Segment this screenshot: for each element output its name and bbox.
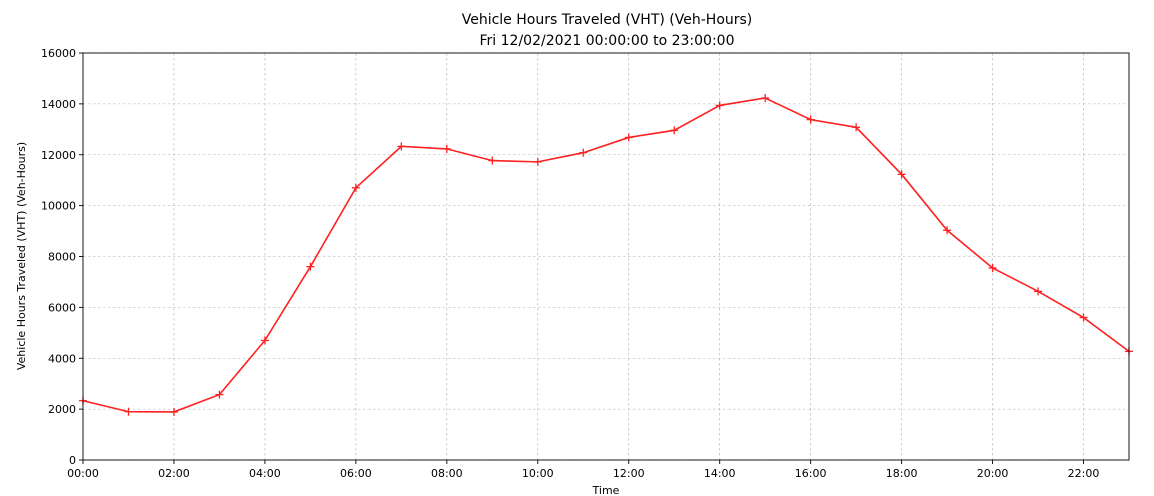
- data-point: [988, 263, 997, 272]
- y-tick-label: 10000: [41, 200, 76, 213]
- x-tick-label: 22:00: [1068, 467, 1100, 480]
- y-tick-label: 12000: [41, 149, 76, 162]
- y-tick-label: 16000: [41, 47, 76, 60]
- y-tick-label: 14000: [41, 98, 76, 111]
- data-point: [806, 115, 815, 124]
- data-point: [897, 170, 906, 179]
- x-axis-label: Time: [592, 484, 620, 496]
- data-point: [351, 183, 360, 192]
- x-tick-label: 06:00: [340, 467, 372, 480]
- x-tick-label: 12:00: [613, 467, 645, 480]
- data-point: [670, 126, 679, 135]
- data-point: [624, 133, 633, 142]
- x-tick-label: 00:00: [67, 467, 99, 480]
- x-tick-label: 10:00: [522, 467, 554, 480]
- chart-subtitle: Fri 12/02/2021 00:00:00 to 23:00:00: [480, 33, 735, 49]
- data-point: [260, 336, 269, 345]
- data-point: [1079, 313, 1088, 322]
- x-tick-label: 04:00: [249, 467, 281, 480]
- y-tick-label: 4000: [48, 352, 76, 365]
- data-point: [488, 156, 497, 165]
- series-line: [82, 97, 1130, 413]
- data-point: [215, 390, 224, 399]
- x-tick-label: 18:00: [886, 467, 918, 480]
- x-tick-label: 02:00: [158, 467, 190, 480]
- x-tick-label: 14:00: [704, 467, 736, 480]
- x-tick-label: 08:00: [431, 467, 463, 480]
- data-point: [306, 262, 315, 271]
- y-axis: 0 2000 4000 6000 8000 10000 12000 14000 16000: [41, 47, 83, 467]
- data-point: [442, 144, 451, 153]
- data-point: [943, 226, 952, 235]
- data-point: [715, 101, 724, 110]
- y-axis-label: Vehicle Hours Traveled (VHT) (Veh-Hours): [15, 142, 28, 370]
- plot-frame: [82, 52, 1130, 461]
- y-tick-label: 6000: [48, 301, 76, 314]
- x-tick-label: 20:00: [977, 467, 1009, 480]
- grid-lines: [82, 52, 1129, 461]
- series-vht: [79, 94, 1133, 416]
- x-tick-label: 16:00: [795, 467, 827, 480]
- x-axis: 00:00 02:00 04:00 06:00 08:00 10:00 12:00 14:00…: [67, 460, 1099, 480]
- data-point: [579, 148, 588, 157]
- data-point: [761, 94, 770, 103]
- data-point: [533, 157, 542, 166]
- chart-title: Vehicle Hours Traveled (VHT) (Veh-Hours): [462, 12, 753, 28]
- data-point: [397, 142, 406, 151]
- data-point: [852, 123, 861, 132]
- data-point: [169, 407, 178, 416]
- data-point: [124, 407, 133, 416]
- data-point: [1034, 287, 1043, 296]
- y-tick-label: 8000: [48, 251, 76, 264]
- y-tick-label: 0: [69, 454, 76, 467]
- y-tick-label: 2000: [48, 403, 76, 416]
